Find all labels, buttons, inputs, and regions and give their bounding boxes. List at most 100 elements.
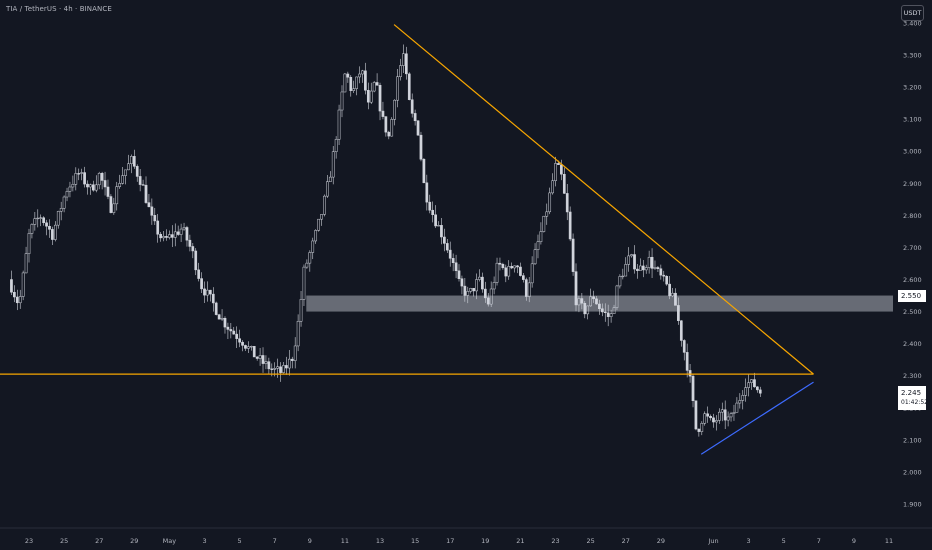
candle (156, 213, 160, 243)
candle (668, 276, 671, 300)
y-tick-label: 3.100 (903, 116, 922, 124)
x-tick-label: 25 (586, 537, 594, 545)
candle (434, 205, 437, 228)
y-tick-label: 3.000 (903, 148, 922, 156)
candle (677, 297, 680, 325)
candle (545, 203, 549, 225)
zone-price-label: 2.550 (898, 290, 926, 302)
candle (457, 264, 461, 282)
candle (378, 82, 382, 121)
candle (407, 72, 411, 101)
candle (495, 257, 499, 286)
candle (317, 218, 320, 232)
candle (720, 402, 724, 422)
x-tick-label: 25 (60, 537, 68, 545)
currency-unit-button[interactable]: USDT (901, 5, 924, 21)
candle (287, 349, 291, 376)
candle (51, 226, 54, 245)
time-axis[interactable]: 23 25 27 29 May 3 5 7 9 11 13 15 17 19 21 23 25 27 29 Jun 3 5… (0, 527, 932, 550)
y-tick-label: 2.000 (903, 468, 922, 476)
candle (600, 303, 604, 317)
candle (214, 301, 218, 316)
candle (305, 259, 309, 269)
supply-zone (306, 295, 893, 312)
candle (542, 215, 546, 233)
candle (448, 241, 452, 267)
candle (71, 175, 75, 192)
candle (598, 299, 601, 315)
x-tick-label: 11 (341, 537, 349, 545)
candle (571, 233, 575, 276)
candle (349, 75, 353, 97)
candle (413, 109, 417, 126)
bar-countdown: 01:42:52 (901, 399, 928, 406)
candle (252, 346, 256, 358)
y-tick-label: 2.400 (903, 340, 922, 348)
candle (77, 168, 81, 181)
candle (726, 411, 730, 427)
candle (665, 275, 669, 286)
candle (97, 171, 101, 190)
candle (144, 176, 148, 204)
candle (366, 82, 370, 110)
candle (410, 93, 414, 118)
x-tick-label: 7 (817, 537, 821, 545)
candle (402, 44, 405, 73)
candle (229, 322, 233, 339)
candle (516, 264, 519, 274)
y-tick-label: 2.900 (903, 180, 922, 188)
candle (554, 156, 557, 187)
candle (507, 260, 511, 280)
candle (238, 329, 241, 348)
candle (481, 272, 484, 293)
candle (747, 374, 750, 397)
candle (337, 104, 341, 146)
candle (290, 356, 294, 369)
candle (103, 171, 107, 196)
candle (586, 305, 590, 320)
candle (220, 309, 224, 322)
candle (504, 264, 508, 283)
candle (74, 167, 78, 191)
candle (577, 295, 581, 313)
candle (45, 219, 48, 236)
candle (141, 179, 145, 186)
candle (59, 201, 63, 221)
candle (127, 154, 130, 171)
candle (536, 234, 540, 259)
candle (86, 180, 89, 195)
candle (94, 175, 98, 193)
candle (138, 169, 142, 192)
candle (562, 167, 566, 194)
candle (217, 313, 221, 320)
candle (624, 257, 628, 277)
candle (48, 219, 51, 238)
candle (662, 270, 666, 282)
x-tick-label: 29 (657, 537, 665, 545)
candle (650, 248, 654, 278)
candle (691, 373, 695, 408)
candle (709, 414, 712, 421)
candle (124, 169, 127, 185)
candle (343, 72, 347, 93)
candle (191, 242, 195, 259)
candle (440, 218, 443, 245)
candle (241, 340, 244, 352)
candle (21, 270, 25, 301)
candle (735, 397, 739, 413)
candle (39, 214, 43, 227)
candle (539, 222, 543, 245)
candle (364, 62, 367, 95)
last-price-value: 2.245 (901, 389, 922, 397)
candle (308, 250, 312, 272)
candle (135, 164, 139, 182)
x-tick-label: 15 (411, 537, 419, 545)
candle-series (10, 44, 762, 437)
x-tick-label: 23 (551, 537, 559, 545)
candle (159, 231, 162, 242)
price-axis[interactable]: 3.400 3.300 3.200 3.100 3.000 2.900 2.800 2.700… (893, 0, 932, 528)
y-tick-label: 2.500 (903, 308, 922, 316)
candle (115, 181, 119, 211)
x-tick-label: 23 (25, 537, 33, 545)
